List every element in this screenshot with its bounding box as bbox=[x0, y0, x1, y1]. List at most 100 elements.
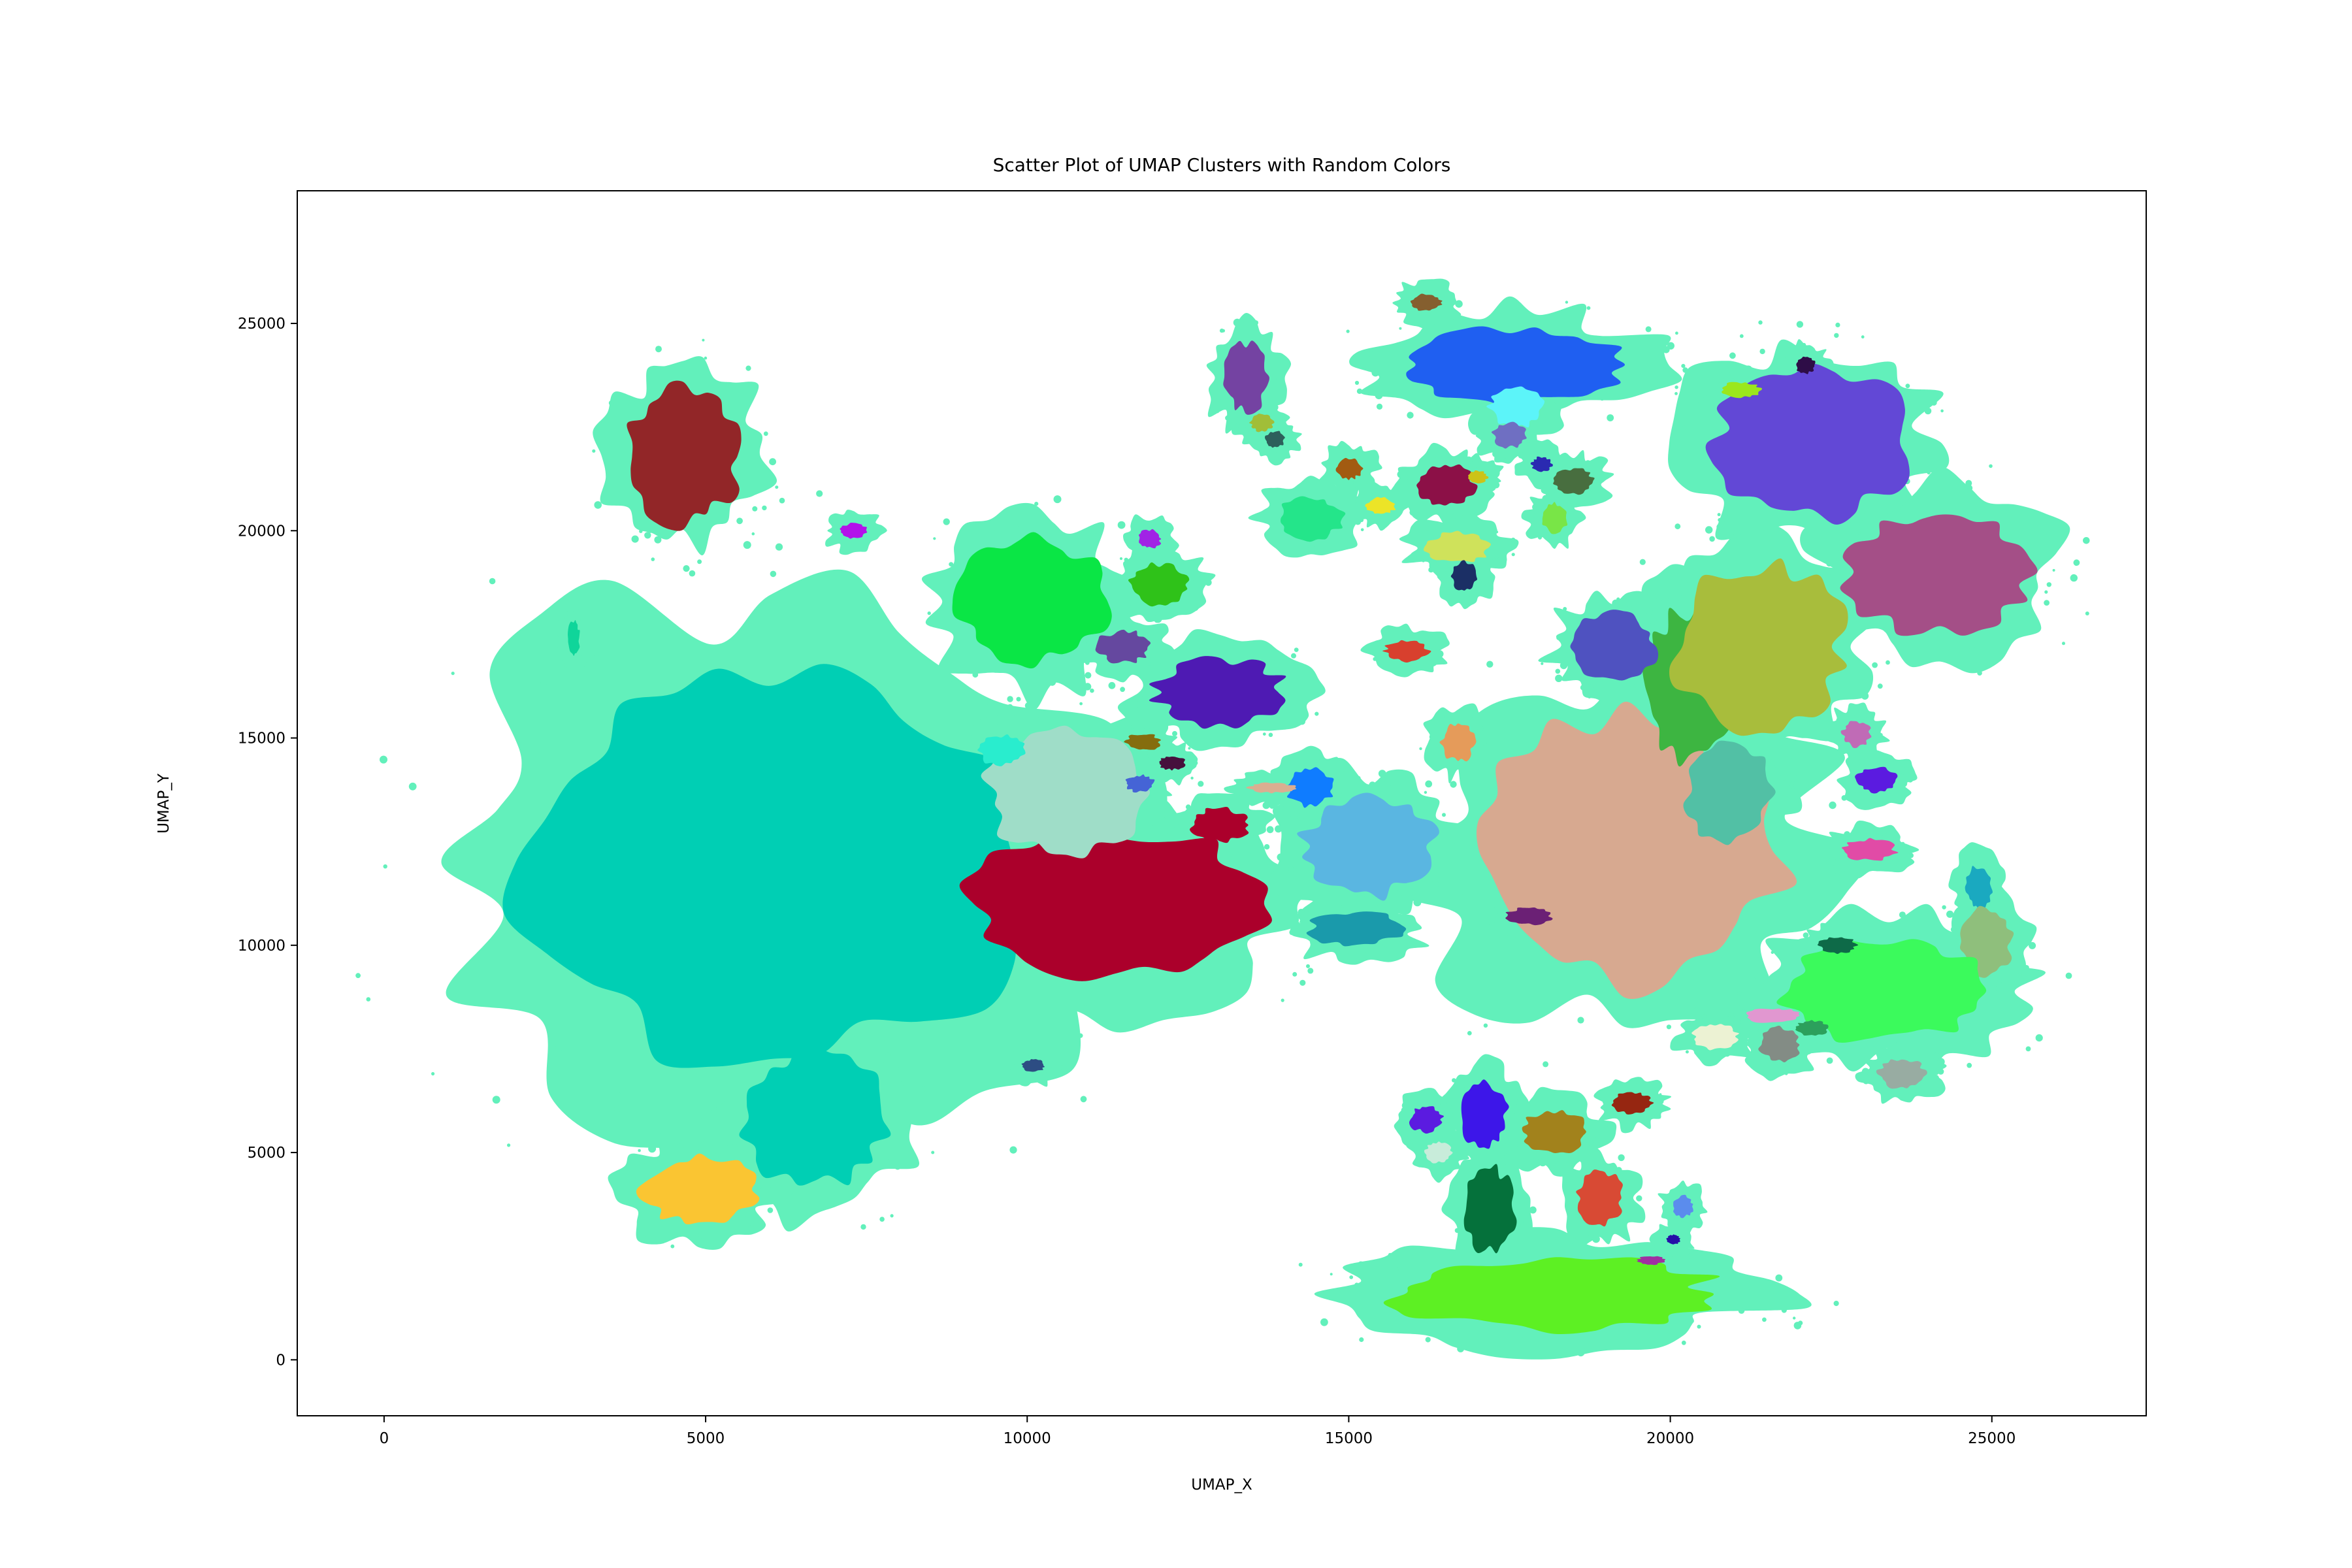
background-point bbox=[1315, 711, 1319, 716]
background-point bbox=[1416, 1147, 1423, 1154]
background-point bbox=[1498, 447, 1504, 453]
cluster-49 bbox=[1855, 766, 1898, 794]
background-point bbox=[931, 1151, 935, 1154]
background-point bbox=[2029, 941, 2036, 949]
cluster-4 bbox=[959, 832, 1272, 981]
background-point bbox=[698, 1149, 702, 1152]
background-point bbox=[2023, 965, 2029, 971]
background-point bbox=[990, 528, 995, 533]
background-point bbox=[1386, 513, 1392, 519]
background-point bbox=[1542, 502, 1548, 508]
background-point bbox=[1357, 890, 1365, 899]
background-point bbox=[1556, 636, 1561, 640]
background-point bbox=[1473, 853, 1477, 857]
background-point bbox=[1712, 1015, 1720, 1022]
background-point bbox=[1577, 1017, 1584, 1024]
background-point bbox=[1571, 1237, 1578, 1245]
background-point bbox=[1269, 385, 1275, 391]
background-point bbox=[1409, 509, 1416, 516]
background-point bbox=[1494, 553, 1499, 559]
background-point bbox=[1332, 771, 1340, 779]
background-point bbox=[1440, 515, 1445, 519]
background-point bbox=[1544, 423, 1548, 427]
background-point bbox=[927, 611, 931, 615]
background-point bbox=[1398, 512, 1401, 516]
background-point bbox=[943, 518, 950, 525]
background-point bbox=[838, 1039, 841, 1042]
background-point bbox=[1098, 994, 1105, 1000]
background-point bbox=[1760, 981, 1764, 985]
background-point bbox=[1405, 473, 1413, 480]
background-point bbox=[1354, 518, 1362, 525]
background-point bbox=[1053, 495, 1062, 504]
background-point bbox=[1599, 1118, 1603, 1122]
x-tick-label: 0 bbox=[380, 1430, 389, 1447]
cluster-56 bbox=[1795, 1020, 1829, 1036]
background-point bbox=[1658, 1109, 1661, 1113]
chart-title: Scatter Plot of UMAP Clusters with Rando… bbox=[993, 154, 1451, 176]
background-point bbox=[1876, 1059, 1884, 1067]
background-point bbox=[555, 1043, 563, 1051]
background-point bbox=[1508, 1353, 1512, 1358]
background-point bbox=[1551, 468, 1557, 474]
background-point bbox=[1518, 452, 1525, 459]
background-point bbox=[716, 1106, 722, 1112]
background-point bbox=[1505, 1150, 1510, 1154]
background-point bbox=[1450, 862, 1455, 866]
background-point bbox=[1600, 397, 1604, 401]
background-point bbox=[1626, 606, 1633, 612]
background-point bbox=[2044, 590, 2048, 594]
background-point bbox=[1375, 515, 1380, 520]
background-point bbox=[1501, 454, 1507, 460]
background-point bbox=[1626, 1186, 1633, 1194]
background-point bbox=[1522, 1162, 1526, 1166]
background-point bbox=[1193, 575, 1200, 582]
background-point bbox=[1288, 866, 1294, 872]
background-point bbox=[721, 1139, 729, 1147]
background-point bbox=[1537, 508, 1543, 514]
background-point bbox=[578, 655, 583, 659]
background-point bbox=[1247, 833, 1254, 840]
cluster-14 bbox=[1190, 807, 1249, 843]
cluster-44 bbox=[1542, 502, 1568, 534]
background-point bbox=[2073, 559, 2080, 566]
background-point bbox=[1188, 761, 1194, 767]
background-point bbox=[594, 501, 602, 509]
background-point bbox=[1443, 570, 1446, 574]
background-point bbox=[696, 1231, 704, 1239]
background-point bbox=[1902, 768, 1909, 776]
background-point bbox=[1529, 1104, 1537, 1113]
background-point bbox=[1378, 770, 1386, 777]
background-point bbox=[1590, 683, 1595, 689]
background-point bbox=[1854, 714, 1861, 722]
background-point bbox=[1245, 419, 1250, 425]
background-point bbox=[1620, 689, 1625, 694]
background-point bbox=[1863, 511, 1868, 515]
background-point bbox=[1227, 802, 1231, 806]
x-tick-label: 15000 bbox=[1325, 1430, 1373, 1447]
background-point bbox=[1748, 1036, 1753, 1040]
background-point bbox=[1757, 1030, 1765, 1039]
background-point bbox=[1429, 733, 1436, 740]
background-point bbox=[1842, 742, 1849, 749]
background-point bbox=[1080, 1096, 1087, 1103]
cluster-21 bbox=[1439, 723, 1477, 762]
background-point bbox=[1424, 791, 1428, 794]
background-point bbox=[1637, 1116, 1644, 1122]
background-point bbox=[1284, 757, 1291, 764]
background-point bbox=[1132, 728, 1139, 735]
background-point bbox=[1682, 367, 1688, 373]
background-point bbox=[867, 525, 875, 532]
background-point bbox=[683, 565, 690, 572]
background-point bbox=[608, 400, 615, 406]
background-point bbox=[1576, 1348, 1585, 1357]
background-point bbox=[1360, 528, 1364, 532]
background-point bbox=[1603, 689, 1608, 694]
background-point bbox=[1429, 323, 1435, 330]
background-point bbox=[751, 532, 755, 536]
background-point bbox=[1754, 930, 1757, 934]
background-point bbox=[1407, 412, 1414, 419]
background-point bbox=[674, 1137, 682, 1145]
background-point bbox=[655, 346, 662, 353]
background-point bbox=[1545, 416, 1549, 420]
